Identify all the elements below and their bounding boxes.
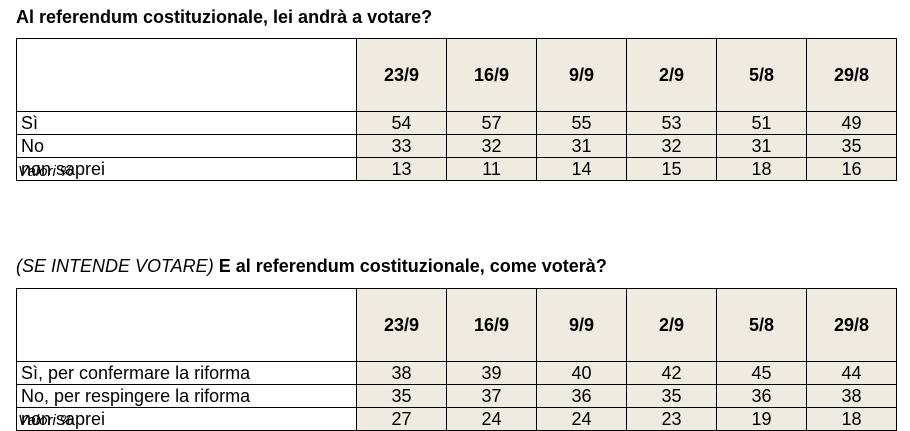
column-header: 16/9 xyxy=(446,288,537,362)
table-cell: 27 xyxy=(356,407,447,431)
table-cell: 24 xyxy=(536,407,627,431)
table-cell: 57 xyxy=(446,111,537,135)
row-label: Sì, per confermare la riforma xyxy=(16,361,357,385)
row-label: Sì xyxy=(16,111,357,135)
table-cell: 37 xyxy=(446,384,537,408)
column-header: 5/8 xyxy=(716,288,807,362)
table-cell: 35 xyxy=(806,134,897,158)
row-label: No, per respingere la riforma xyxy=(16,384,357,408)
table-cell: 36 xyxy=(716,384,807,408)
table-row: No 33 32 31 32 31 35 xyxy=(16,134,897,158)
section2-title: (SE INTENDE VOTARE) E al referendum cost… xyxy=(16,256,607,277)
column-header: 2/9 xyxy=(626,38,717,112)
table-cell: 42 xyxy=(626,361,717,385)
column-header: 23/9 xyxy=(356,38,447,112)
table-row: No, per respingere la riforma 35 37 36 3… xyxy=(16,384,897,408)
section2-note: Valori % xyxy=(18,412,74,429)
table-cell: 24 xyxy=(446,407,537,431)
column-header: 23/9 xyxy=(356,288,447,362)
section2-title-prefix: (SE INTENDE VOTARE) xyxy=(16,256,214,276)
table-cell: 55 xyxy=(536,111,627,135)
section1-title: Al referendum costituzionale, lei andrà … xyxy=(16,7,432,28)
column-header: 2/9 xyxy=(626,288,717,362)
column-header: 5/8 xyxy=(716,38,807,112)
table-cell: 51 xyxy=(716,111,807,135)
table-header-row: 23/9 16/9 9/9 2/9 5/8 29/8 xyxy=(16,288,897,362)
column-header: 9/9 xyxy=(536,288,627,362)
table-row: Sì 54 57 55 53 51 49 xyxy=(16,111,897,135)
table-cell: 54 xyxy=(356,111,447,135)
section1-title-text: Al referendum costituzionale, lei andrà … xyxy=(16,7,433,27)
table-cell: 16 xyxy=(806,157,897,181)
table-cell: 36 xyxy=(536,384,627,408)
column-header: 16/9 xyxy=(446,38,537,112)
table-cell: 19 xyxy=(716,407,807,431)
table-cell: 49 xyxy=(806,111,897,135)
column-header: 29/8 xyxy=(806,38,897,112)
row-label: non saprei xyxy=(16,407,357,431)
table-row: non saprei 13 11 14 15 18 16 xyxy=(16,157,897,181)
table-row: Sì, per confermare la riforma 38 39 40 4… xyxy=(16,361,897,385)
header-empty-cell xyxy=(16,288,357,362)
row-label: No xyxy=(16,134,357,158)
table-cell: 44 xyxy=(806,361,897,385)
table-cell: 32 xyxy=(446,134,537,158)
column-header: 9/9 xyxy=(536,38,627,112)
table-cell: 45 xyxy=(716,361,807,385)
table-cell: 13 xyxy=(356,157,447,181)
section1-note: Valori % xyxy=(18,163,74,180)
table-cell: 35 xyxy=(356,384,447,408)
table-cell: 53 xyxy=(626,111,717,135)
table-cell: 23 xyxy=(626,407,717,431)
section2-table: 23/9 16/9 9/9 2/9 5/8 29/8 Sì, per confe… xyxy=(16,288,897,431)
table-cell: 33 xyxy=(356,134,447,158)
table-cell: 15 xyxy=(626,157,717,181)
table-cell: 14 xyxy=(536,157,627,181)
header-empty-cell xyxy=(16,38,357,112)
table-cell: 39 xyxy=(446,361,537,385)
table-cell: 35 xyxy=(626,384,717,408)
table-cell: 31 xyxy=(716,134,807,158)
table-cell: 40 xyxy=(536,361,627,385)
table-cell: 38 xyxy=(356,361,447,385)
table-cell: 18 xyxy=(806,407,897,431)
section1-table: 23/9 16/9 9/9 2/9 5/8 29/8 Sì 54 57 55 5… xyxy=(16,38,897,181)
table-cell: 38 xyxy=(806,384,897,408)
table-cell: 11 xyxy=(446,157,537,181)
table-cell: 18 xyxy=(716,157,807,181)
table-cell: 32 xyxy=(626,134,717,158)
row-label: non saprei xyxy=(16,157,357,181)
table-header-row: 23/9 16/9 9/9 2/9 5/8 29/8 xyxy=(16,38,897,112)
column-header: 29/8 xyxy=(806,288,897,362)
table-cell: 31 xyxy=(536,134,627,158)
table-row: non saprei 27 24 24 23 19 18 xyxy=(16,407,897,431)
section2-title-text: E al referendum costituzionale, come vot… xyxy=(218,256,607,276)
